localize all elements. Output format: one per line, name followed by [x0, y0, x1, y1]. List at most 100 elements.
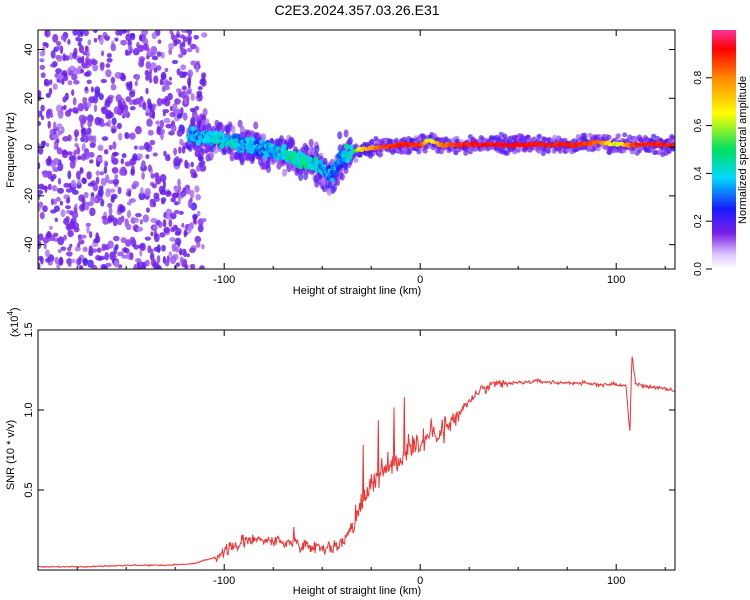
- noise-blob: [100, 65, 105, 72]
- ridge-core: [245, 137, 251, 143]
- noise-blob: [76, 242, 81, 248]
- noise-blob: [195, 194, 201, 201]
- noise-blob: [113, 259, 119, 268]
- colorbar: 0.0 0.2 0.4 0.6 0.8 Normalized spectral ampl…: [693, 30, 749, 276]
- noise-blob: [192, 213, 198, 220]
- noise-blob: [124, 132, 130, 140]
- ridge-halo: [304, 144, 310, 153]
- noise-blob: [175, 227, 182, 235]
- noise-blob: [75, 36, 79, 42]
- noise-blob: [76, 170, 81, 180]
- noise-blob: [139, 34, 143, 42]
- noise-blob: [200, 160, 206, 166]
- noise-blob: [174, 185, 179, 194]
- noise-blob: [52, 61, 58, 68]
- noise-blob: [71, 211, 79, 219]
- noise-blob: [56, 147, 63, 155]
- ridge-halo: [531, 136, 537, 142]
- noise-blob: [100, 78, 108, 84]
- noise-blob: [135, 97, 141, 105]
- noise-blob: [157, 39, 162, 44]
- x-tick-label: 0: [417, 274, 423, 286]
- spectrogram-frame: [37, 29, 676, 270]
- noise-blob: [145, 75, 150, 81]
- noise-blob: [162, 219, 167, 228]
- noise-blob: [128, 99, 134, 106]
- snr-ylabel: SNR (10 * v/v): [5, 420, 17, 490]
- noise-blob: [186, 95, 190, 104]
- noise-blob: [190, 173, 198, 179]
- noise-blob: [175, 88, 181, 93]
- noise-blob: [111, 167, 119, 174]
- ridge-halo: [536, 149, 542, 154]
- noise-blob: [194, 235, 202, 244]
- y-tick-label: -40: [23, 237, 35, 253]
- noise-blob: [59, 200, 64, 206]
- noise-blob: [151, 183, 157, 189]
- noise-blob: [176, 33, 180, 38]
- noise-blob: [77, 30, 81, 38]
- noise-blob: [86, 127, 92, 135]
- noise-blob: [110, 195, 115, 203]
- noise-blob: [65, 251, 73, 256]
- noise-blob: [84, 201, 90, 211]
- noise-blob: [104, 98, 111, 106]
- ridge-halo: [422, 148, 428, 154]
- noise-blob: [157, 221, 163, 229]
- noise-blob: [149, 139, 156, 146]
- snr-marks: [38, 356, 675, 569]
- noise-blob: [89, 159, 94, 164]
- noise-blob: [199, 265, 205, 269]
- noise-blob: [96, 156, 103, 162]
- noise-blob: [171, 103, 178, 113]
- noise-blob: [63, 104, 67, 110]
- noise-blob: [62, 53, 66, 62]
- noise-blob: [161, 98, 166, 105]
- noise-blob: [97, 144, 104, 151]
- noise-blob: [187, 80, 191, 89]
- noise-blob: [76, 258, 81, 266]
- noise-blob: [73, 226, 80, 233]
- noise-blob: [107, 240, 114, 249]
- noise-blob: [88, 58, 93, 67]
- ridge-core: [606, 140, 611, 144]
- noise-blob: [169, 255, 177, 264]
- noise-blob: [136, 153, 143, 160]
- noise-blob: [121, 254, 128, 259]
- noise-blob: [52, 83, 58, 90]
- noise-blob: [40, 115, 45, 121]
- noise-blob: [85, 135, 89, 143]
- noise-blob: [67, 39, 71, 45]
- noise-blob: [79, 31, 84, 38]
- noise-blob: [130, 168, 135, 175]
- noise-blob: [139, 219, 143, 225]
- noise-blob: [166, 190, 172, 196]
- noise-blob: [89, 141, 96, 148]
- noise-blob: [190, 161, 194, 168]
- noise-blob: [163, 227, 170, 234]
- noise-blob: [126, 210, 132, 219]
- noise-blob: [103, 149, 109, 155]
- noise-blob: [129, 106, 136, 111]
- noise-blob: [197, 224, 204, 233]
- noise-blob: [142, 102, 147, 111]
- noise-blob: [72, 107, 79, 114]
- noise-blob: [164, 259, 170, 267]
- noise-blob: [139, 242, 146, 252]
- noise-blob: [117, 251, 124, 257]
- noise-blob: [176, 68, 181, 76]
- noise-blob: [194, 185, 200, 193]
- noise-blob: [38, 121, 41, 126]
- ridge-halo: [339, 172, 345, 181]
- noise-blob: [93, 104, 98, 113]
- noise-blob: [153, 67, 158, 73]
- noise-blob: [156, 255, 161, 264]
- noise-blob: [201, 72, 207, 79]
- snr-scale-prefix: (x10: [9, 316, 21, 337]
- noise-blob: [57, 248, 62, 254]
- noise-blob: [61, 150, 69, 159]
- noise-blob: [68, 155, 76, 162]
- noise-blob: [84, 45, 89, 53]
- ridge-halo: [237, 119, 243, 128]
- noise-blob: [103, 35, 111, 41]
